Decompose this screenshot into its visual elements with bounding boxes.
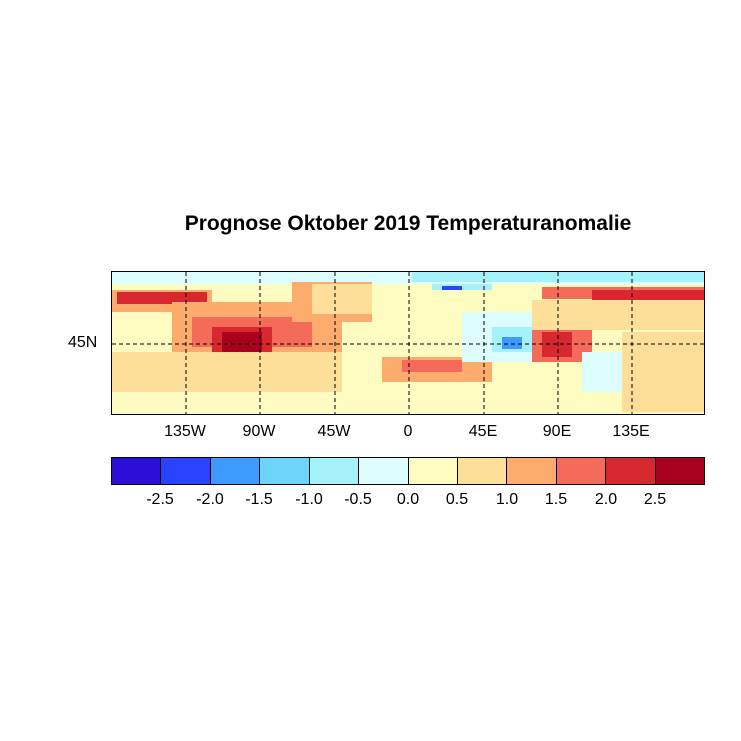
colorbar-swatch [507, 458, 557, 484]
colorbar-label: -2.0 [196, 491, 224, 508]
y-tick-45n: 45N [68, 334, 98, 351]
colorbar-label: -1.5 [245, 491, 273, 508]
colorbar-swatch [457, 458, 508, 484]
colorbar-swatch [556, 458, 607, 484]
colorbar-label: -2.5 [146, 491, 174, 508]
chart-title: Prognose Oktober 2019 Temperaturanomalie [184, 212, 632, 235]
colorbar-swatch [359, 458, 409, 484]
colorbar-label: 1.0 [495, 491, 519, 508]
colorbar-swatch [210, 458, 261, 484]
anomaly-map [111, 271, 705, 415]
x-tick-0: 0 [403, 423, 413, 440]
colorbar-label: 0.5 [445, 491, 469, 508]
x-tick-90w: 90W [242, 423, 276, 440]
map-field [112, 272, 704, 414]
colorbar-swatch [606, 458, 656, 484]
colorbar-swatch [408, 458, 458, 484]
colorbar-label: 2.0 [594, 491, 618, 508]
x-tick-135e: 135E [612, 423, 650, 440]
x-tick-45w: 45W [317, 423, 351, 440]
colorbar-label: -1.0 [295, 491, 323, 508]
colorbar-label: 1.5 [544, 491, 568, 508]
colorbar-swatch [112, 458, 162, 484]
colorbar-swatch [309, 458, 360, 484]
colorbar-swatch [161, 458, 211, 484]
colorbar-swatch [260, 458, 310, 484]
x-tick-90e: 90E [542, 423, 572, 440]
colorbar-label: 0.0 [396, 491, 420, 508]
x-tick-135w: 135W [164, 423, 206, 440]
colorbar-label: 2.5 [643, 491, 667, 508]
x-tick-45e: 45E [468, 423, 498, 440]
colorbar [111, 457, 705, 485]
colorbar-swatch [655, 458, 705, 484]
colorbar-label: -0.5 [344, 491, 372, 508]
